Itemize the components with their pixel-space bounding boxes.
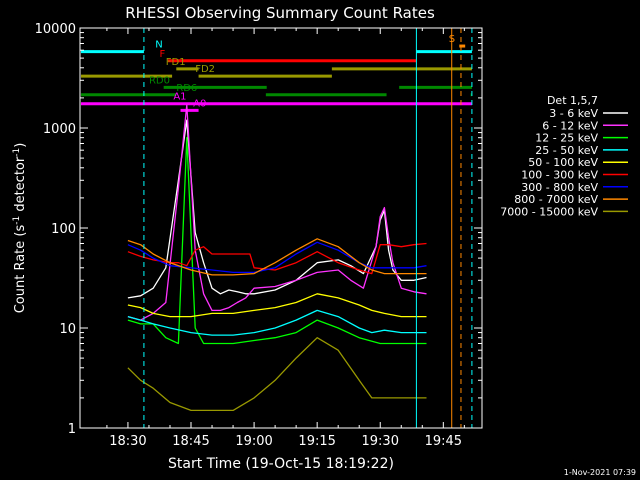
series-line-800-7000-kev — [127, 238, 427, 276]
flag-label-a1: A1 — [173, 92, 186, 103]
footer-timestamp: 1-Nov-2021 07:39 — [564, 468, 636, 477]
legend-entry-label: 7000 - 15000 keV — [500, 205, 598, 218]
y-tick-label: 1000 — [43, 122, 76, 137]
series-line-100-300-kev — [127, 242, 427, 275]
legend-entry-label: 100 - 300 keV — [521, 169, 598, 182]
flag-label-a0: A0 — [193, 98, 206, 109]
legend-entry-label: 300 - 800 keV — [521, 181, 598, 194]
y-axis-label-sup: -1 — [12, 148, 22, 157]
chart-title: RHESSI Observing Summary Count Rates — [125, 4, 435, 22]
y-axis-label-part: ) — [13, 143, 28, 148]
y-tick-label: 10000 — [35, 22, 76, 37]
y-tick-label: 1 — [68, 422, 76, 437]
legend-entry-label: 6 - 12 keV — [542, 119, 598, 132]
legend-entry-label: 12 - 25 keV — [535, 132, 598, 145]
x-tick-label: 19:30 — [362, 434, 399, 449]
x-tick-label: 19:00 — [235, 434, 272, 449]
flag-label-rd0: RD0 — [149, 75, 170, 86]
x-axis-label: Start Time (19-Oct-15 18:19:22) — [168, 456, 394, 472]
series-line-25-50-kev — [127, 309, 427, 336]
y-tick-label: 10 — [59, 322, 76, 337]
legend-title: Det 1,5,7 — [547, 94, 598, 107]
y-axis-label: Count Rate (s-1 detector-1) — [12, 143, 28, 314]
series-line-12-25-kev — [127, 137, 427, 345]
series-line-50-100-kev — [127, 293, 427, 318]
legend-entry-label: 50 - 100 keV — [528, 156, 598, 169]
y-axis-label-part: detector — [13, 156, 28, 216]
x-tick-label: 19:45 — [425, 434, 462, 449]
flag-bars: NFSFD1FD2RD0RD6A1A0 — [81, 34, 472, 112]
flag-label-fd1: FD1 — [166, 57, 186, 68]
flag-label-rd6: RD6 — [176, 83, 197, 94]
legend-entry-label: 800 - 7000 keV — [514, 193, 598, 206]
y-axis-label-part: Count Rate (s — [13, 225, 28, 314]
series-line-3-6-kev — [127, 119, 427, 299]
series-lines — [127, 104, 427, 412]
legend-entry-label: 25 - 50 keV — [535, 144, 598, 157]
series-line-6-12-kev — [127, 104, 427, 321]
flag-label-fd2: FD2 — [195, 64, 215, 75]
y-axis-ticks: 1 10 100 1000 10000 — [35, 22, 482, 437]
flag-label-n: N — [155, 40, 162, 51]
series-line-7000-15000-kev — [127, 337, 427, 412]
x-tick-label: 18:45 — [172, 434, 209, 449]
x-axis-ticks: 18:30 18:45 19:00 19:15 19:30 19:45 — [106, 28, 465, 449]
series-line-300-800-kev — [127, 241, 427, 274]
legend-entry-label: 3 - 6 keV — [549, 107, 598, 120]
flag-label-f: F — [159, 49, 165, 60]
y-tick-label: 100 — [51, 222, 76, 237]
x-tick-label: 18:30 — [109, 434, 146, 449]
y-axis-label-sup: -1 — [12, 216, 22, 225]
x-tick-label: 19:15 — [298, 434, 335, 449]
